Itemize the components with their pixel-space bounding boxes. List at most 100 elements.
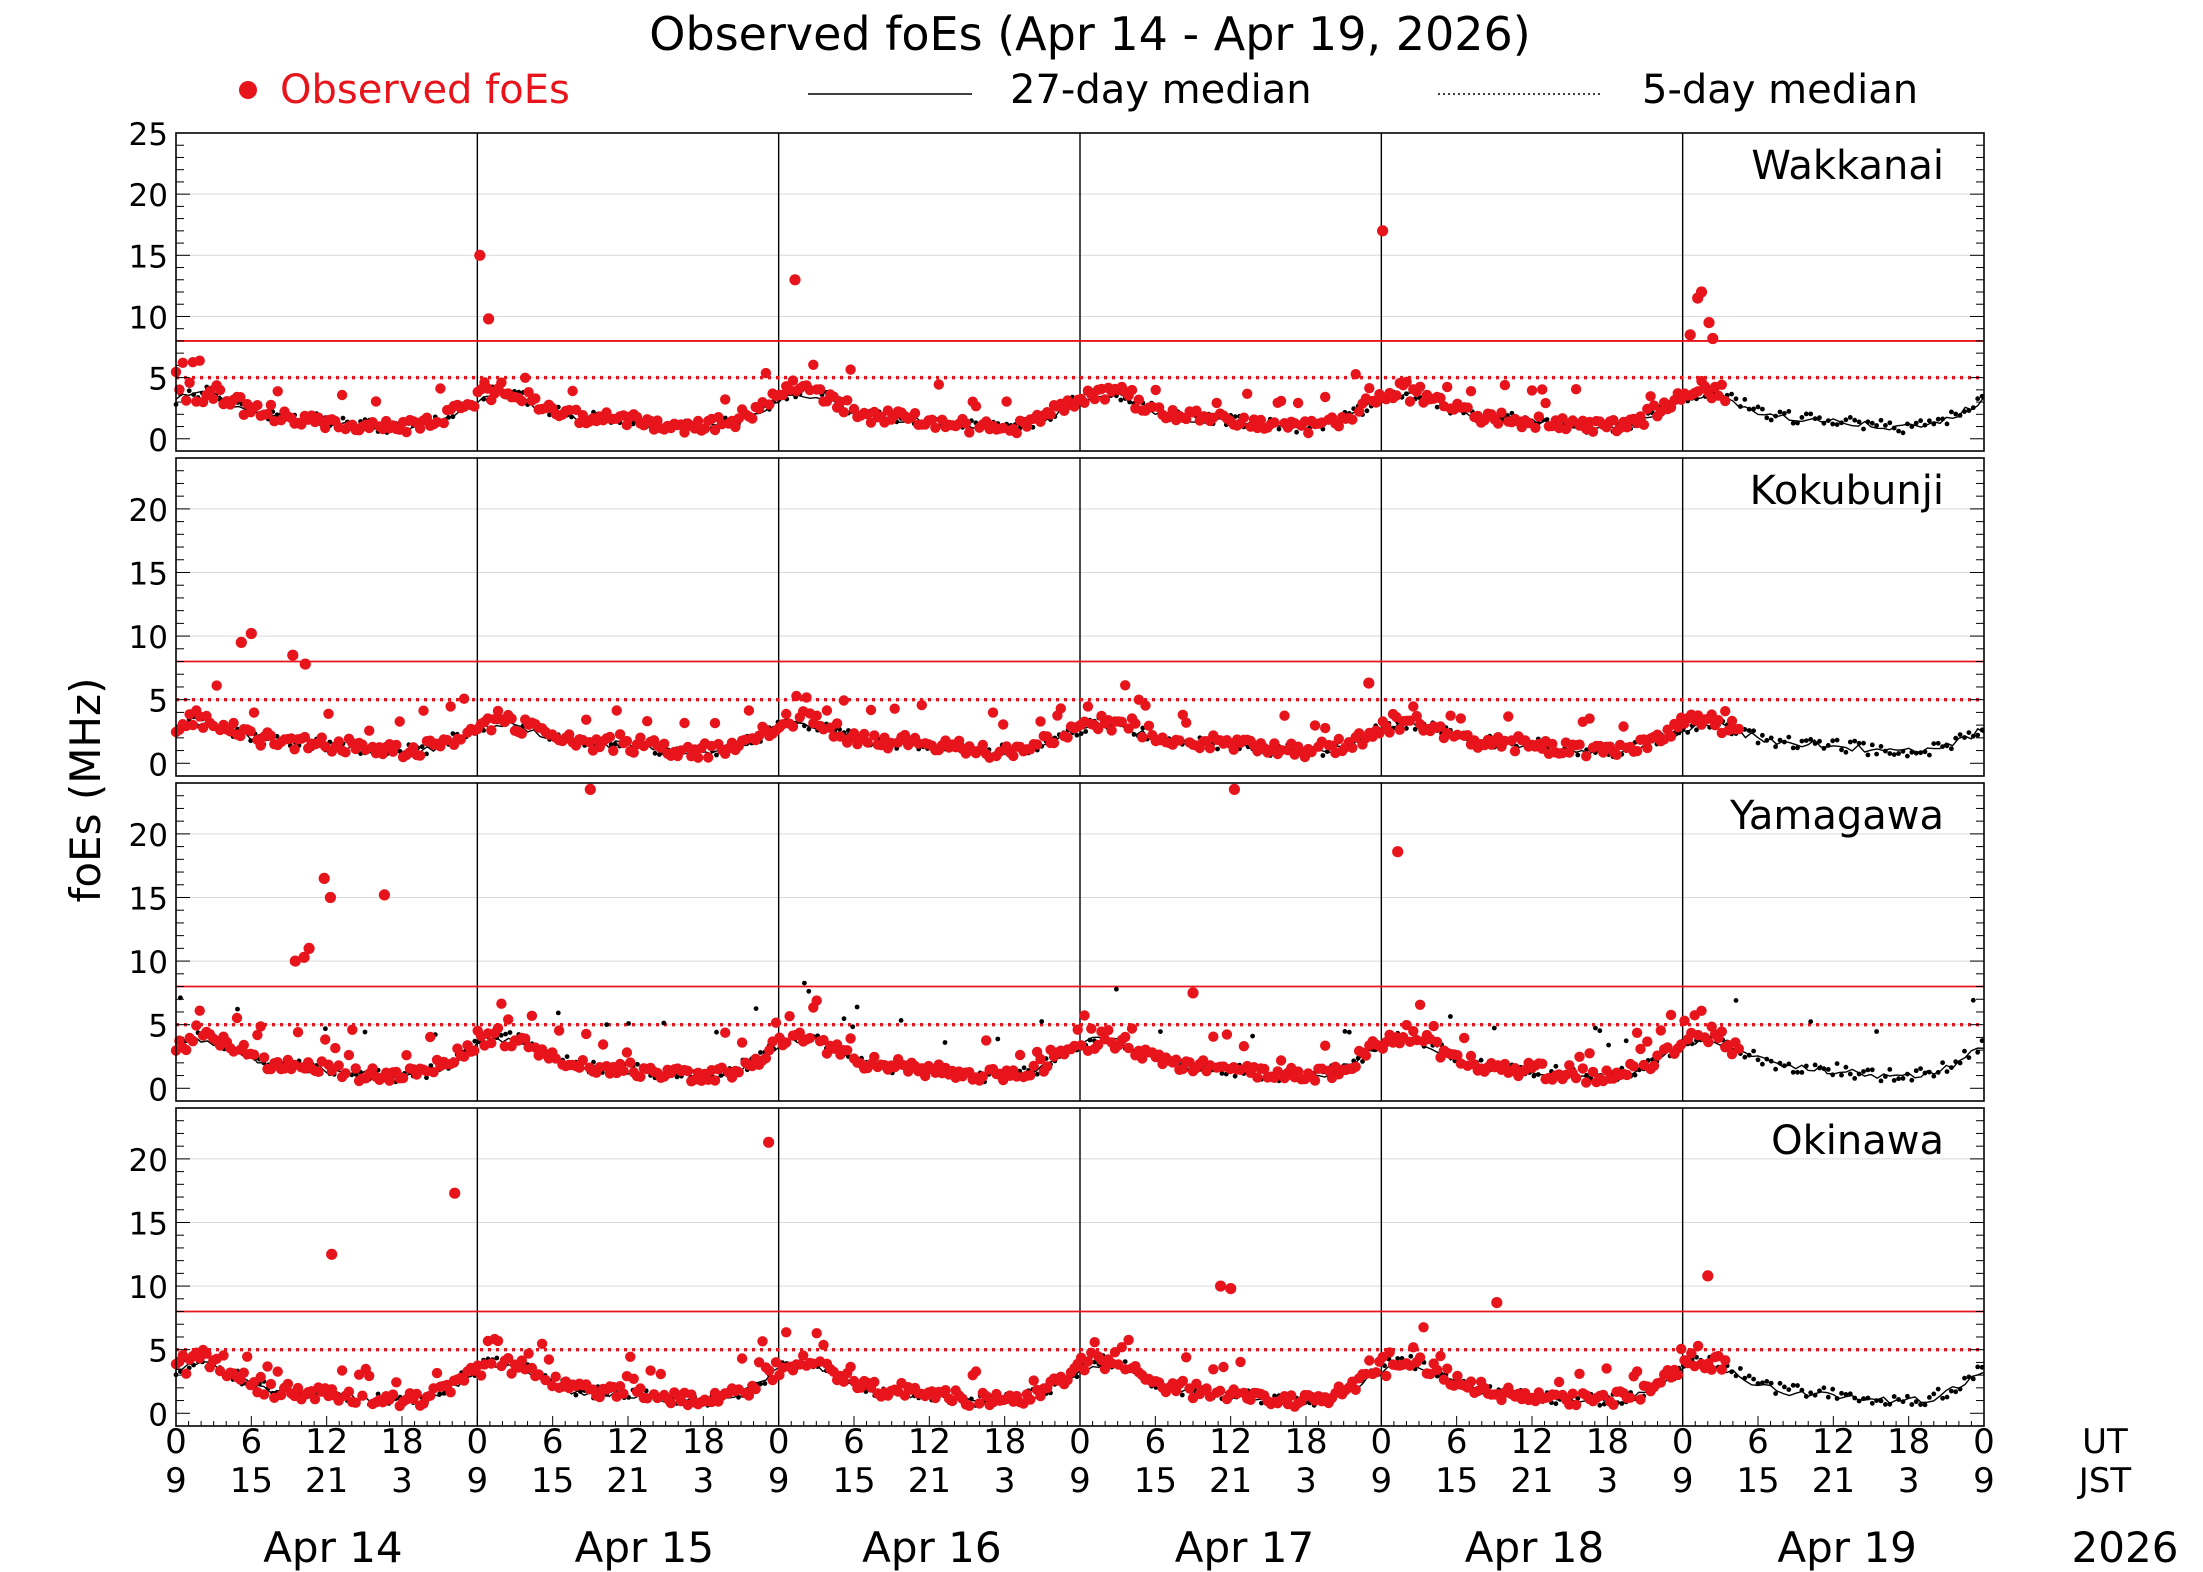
observed-point (1459, 1032, 1470, 1044)
jst-tick-label: 21 (606, 1461, 649, 1501)
median-5day-point (1905, 753, 1910, 759)
median-5day-point (1346, 1029, 1352, 1035)
observed-point (1526, 385, 1538, 396)
median-5day-point (1782, 1384, 1787, 1390)
observed-point (350, 1397, 361, 1408)
observed-point (1116, 1342, 1128, 1353)
observed-point (1631, 745, 1643, 757)
observed-point (1353, 406, 1365, 417)
median-5day-point (1944, 743, 1950, 749)
chart-title: Observed foEs (Apr 14 - Apr 19, 2026) (649, 7, 1530, 61)
observed-point (1418, 1322, 1429, 1333)
observed-point (1259, 1063, 1270, 1075)
observed-point (720, 394, 731, 405)
median-5day-point (1219, 1071, 1225, 1076)
y-tick-label: 5 (148, 1009, 168, 1045)
observed-point (889, 703, 900, 714)
median-5day-point (1913, 1068, 1919, 1074)
observed-point (1452, 1050, 1463, 1061)
observed-point (1140, 700, 1151, 711)
panel-okinawa: 20 15 10 5 0 Okinawa (129, 1107, 1985, 1433)
median-5day-point (1742, 1054, 1748, 1060)
observed-point (764, 1365, 775, 1376)
median-5day-point (1909, 1402, 1915, 1407)
jst-tick-label: 15 (1736, 1461, 1779, 1501)
observed-point (733, 1067, 744, 1078)
median-5day-point (1738, 404, 1743, 409)
observed-point (1408, 1026, 1419, 1037)
median-5day-point (1808, 1019, 1814, 1024)
jst-tick-label: 21 (1510, 1461, 1553, 1501)
jst-tick-label: 3 (1898, 1461, 1920, 1501)
observed-point (370, 396, 382, 407)
observed-point (265, 399, 277, 411)
y-tick-label: 0 (148, 1397, 168, 1433)
median-5day-point (1843, 749, 1849, 755)
median-5day-point (714, 752, 719, 758)
observed-point (343, 1049, 355, 1061)
panel-wakkanai: 25 20 15 10 5 0 Wakkanai (129, 117, 1985, 459)
observed-point (428, 1067, 439, 1078)
median-5day-point (1935, 1070, 1941, 1075)
observed-point (916, 699, 927, 711)
median-5day-point (1856, 740, 1862, 746)
observed-point (1631, 1027, 1643, 1039)
observed-point (811, 995, 822, 1006)
median-5day-point (1087, 1037, 1093, 1043)
median-5day-point (1127, 399, 1132, 405)
observed-point (665, 1397, 677, 1409)
median-5day-point (1799, 1070, 1805, 1075)
observed-point (1181, 717, 1192, 728)
median-5day-point (1905, 421, 1910, 427)
observed-point (1452, 1370, 1463, 1382)
observed-point (1309, 720, 1321, 731)
median-5day-point (503, 1031, 508, 1037)
median-5day-point (1593, 1025, 1598, 1031)
observed-point (496, 998, 507, 1009)
median-5day-point (1755, 1381, 1761, 1386)
observed-point (1320, 391, 1331, 403)
observed-point (835, 731, 846, 742)
observed-point (486, 1358, 497, 1369)
observed-point (618, 1388, 629, 1399)
ut-tick-label: 18 (1284, 1422, 1327, 1462)
observed-point (177, 357, 188, 368)
observed-point (292, 1027, 304, 1038)
ut-tick-label: 6 (1747, 1422, 1769, 1462)
median-5day-point (1975, 732, 1981, 738)
median-5day-point (758, 1050, 763, 1055)
median-5day-point (248, 738, 254, 744)
observed-point (394, 716, 405, 727)
station-label: Okinawa (1771, 1118, 1944, 1164)
observed-point (1275, 1055, 1287, 1066)
median-5day-point (1918, 418, 1923, 424)
observed-point (625, 1351, 636, 1363)
observed-point (1269, 417, 1280, 428)
observed-point (1079, 1365, 1090, 1376)
median-5day-point (1931, 741, 1937, 746)
observed-point (492, 1022, 504, 1034)
day-label: Apr 17 (1175, 1523, 1314, 1572)
median-5day-point (1944, 421, 1950, 427)
median-5day-point (564, 1054, 570, 1059)
observed-point (1320, 1040, 1331, 1051)
observed-point (262, 408, 273, 420)
observed-point (577, 1055, 588, 1066)
ut-tick-label: 0 (1371, 1422, 1393, 1462)
observed-point (1174, 735, 1185, 746)
observed-point (1364, 1355, 1375, 1366)
observed-point (1726, 715, 1738, 727)
observed-point (228, 717, 239, 729)
observed-point (845, 1033, 856, 1044)
median-5day-point (1623, 1038, 1629, 1044)
observed-point (1086, 1023, 1097, 1034)
median-5day-point (1729, 391, 1734, 397)
median-5day-point (1619, 1401, 1625, 1406)
jst-tick-label: 3 (693, 1461, 715, 1501)
observed-point (1492, 418, 1504, 429)
ut-tick-label: 12 (1510, 1422, 1553, 1462)
day-label: Apr 15 (575, 1523, 714, 1572)
observed-point (1465, 386, 1477, 397)
day-label: Apr 14 (263, 1523, 402, 1572)
observed-point (1720, 395, 1731, 407)
